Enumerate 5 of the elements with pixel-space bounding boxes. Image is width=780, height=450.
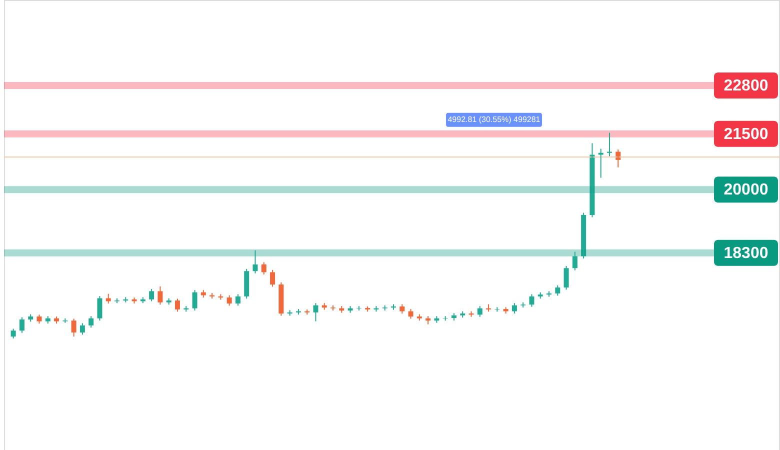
ref-line-label: 20000 <box>724 182 768 199</box>
ref-line-label: 18300 <box>724 244 768 262</box>
annotation: 4992.81 (30.55%) 499281 <box>448 114 541 124</box>
ref-line-label: 21500 <box>724 126 768 143</box>
ref-line-label: 22800 <box>724 78 768 95</box>
